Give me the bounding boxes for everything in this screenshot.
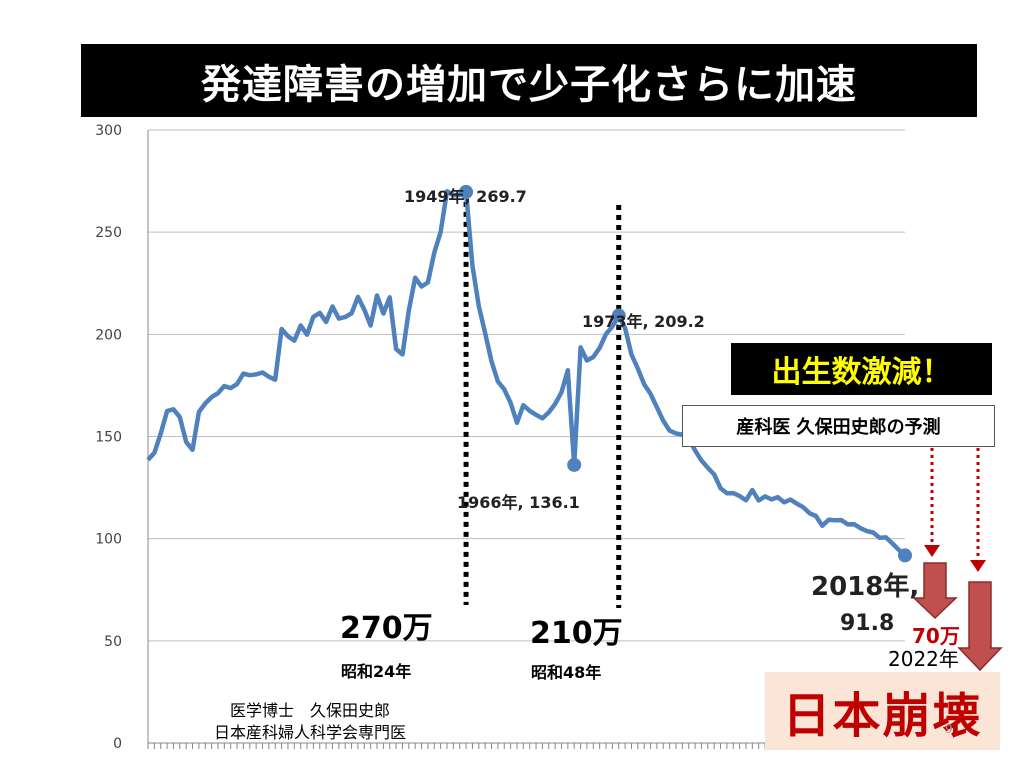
highlight-point-1973 — [611, 308, 626, 323]
peak-guide-lines — [463, 191, 622, 608]
y-tick-label: 150 — [95, 430, 122, 446]
y-tick-label: 250 — [95, 225, 122, 241]
dotted-arrow-2-head — [970, 560, 986, 572]
prediction-label: 産科医 久保田史郎の予測 — [682, 405, 995, 447]
page-number: 9 — [945, 722, 953, 736]
collapse-banner: 日本崩壊 — [765, 672, 1000, 750]
highlight-point-1966 — [567, 457, 582, 472]
peak2-number: 210万 — [530, 616, 623, 651]
slide-title: 発達障害の増加で少子化さらに加速 — [81, 44, 977, 117]
point-label-2018-year: 2018年, — [811, 572, 920, 602]
y-tick-label: 300 — [95, 123, 122, 139]
point-label-2018-value: 91.8 — [840, 611, 895, 636]
point-label-1966: 1966年, 136.1 — [457, 493, 580, 512]
peak2-era: 昭和48年 — [531, 663, 602, 682]
peak1-number: 270万 — [340, 611, 433, 646]
highlight-point-2018 — [898, 548, 912, 563]
peak1-era: 昭和24年 — [341, 662, 412, 681]
forecast-value: 70万 — [912, 624, 960, 648]
y-tick-label: 100 — [95, 532, 122, 548]
y-tick-label: 200 — [95, 327, 122, 343]
highlight-point-1949 — [459, 184, 474, 199]
down-arrow-70man — [912, 562, 958, 620]
point-label-1949: 1949年, 269.7 — [404, 187, 527, 206]
forecast-arrows — [912, 448, 1003, 672]
y-tick-label: 0 — [113, 736, 122, 752]
series-line — [146, 189, 907, 558]
series-layer — [146, 184, 912, 563]
y-tick-label: 50 — [104, 634, 122, 650]
down-arrow-2022 — [957, 581, 1003, 672]
author-credit: 医学博士 久保田史郎 日本産科婦人科学会専門医 — [190, 700, 430, 744]
y-axis-ticks: 0 50 100 150 200 250 300 — [95, 123, 122, 752]
dotted-arrow-1-head — [924, 545, 940, 557]
credit-line-2: 日本産科婦人科学会専門医 — [213, 723, 406, 742]
warning-banner: 出生数激減！ — [731, 343, 992, 395]
point-label-1973: 1973年, 209.2 — [582, 312, 705, 331]
credit-line-1: 医学博士 久保田史郎 — [229, 701, 390, 720]
forecast-year: 2022年 — [888, 647, 959, 671]
